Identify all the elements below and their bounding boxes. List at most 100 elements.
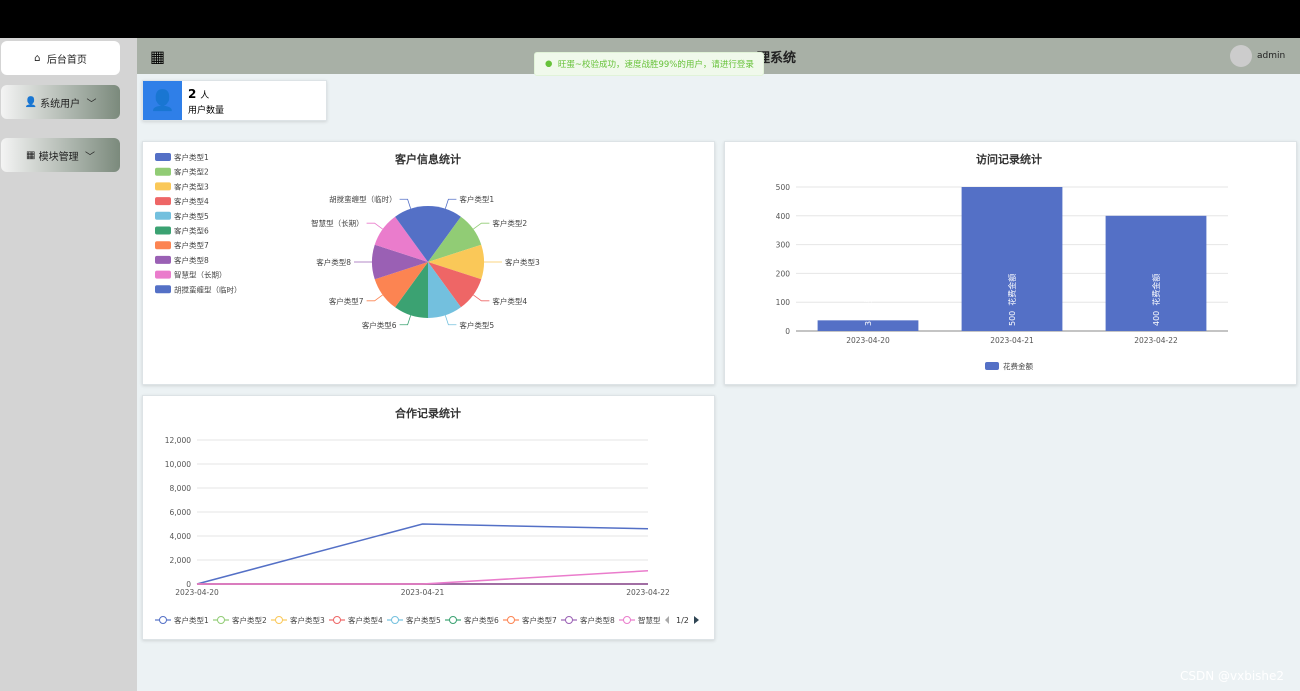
x-tick-label: 2023-04-21 xyxy=(990,336,1034,345)
bar xyxy=(961,187,1063,331)
x-tick-label: 2023-04-21 xyxy=(401,588,445,597)
legend-label: 客户类型2 xyxy=(232,615,267,625)
line-series xyxy=(197,570,649,585)
y-tick-label: 6,000 xyxy=(170,508,192,517)
nav-home[interactable]: ⌂ 后台首页 xyxy=(1,41,120,75)
y-tick-label: 500 xyxy=(776,183,791,192)
nav-users[interactable]: 👤 系统用户 ﹀ xyxy=(1,85,120,119)
pie-slice xyxy=(428,244,484,280)
x-tick-label: 2023-04-22 xyxy=(1134,336,1178,345)
pager-prev xyxy=(665,616,669,624)
y-tick-label: 2,000 xyxy=(170,556,192,565)
pie-slice xyxy=(374,216,428,262)
value-label: 500 花费金额 xyxy=(1007,274,1017,326)
legend-swatch xyxy=(155,270,171,279)
legend-swatch xyxy=(155,153,171,161)
legend-label: 胡搅蛮缠型（临时） xyxy=(174,284,242,294)
legend-pager: 1/2 xyxy=(676,616,689,625)
legend-label: 客户类型7 xyxy=(174,240,209,250)
legend-swatch xyxy=(155,255,171,264)
legend-label: 客户类型3 xyxy=(174,181,209,191)
legend-label: 客户类型5 xyxy=(174,211,209,221)
legend-label: 客户类型1 xyxy=(174,615,209,625)
legend-label: 客户类型5 xyxy=(406,615,441,625)
leader-line xyxy=(444,315,457,326)
value-label-name: 花费金额 xyxy=(1007,274,1017,306)
stat-card: 👤 2 人 用户数量 xyxy=(142,80,327,121)
leader-line xyxy=(366,294,383,302)
slice-label: 客户类型1 xyxy=(459,194,494,204)
username[interactable]: admin xyxy=(1257,51,1286,61)
menu-icon[interactable]: ▦ xyxy=(150,47,166,66)
slice-label: 智慧型（长期） xyxy=(311,218,364,228)
pie-slice xyxy=(428,262,461,318)
leader-line xyxy=(473,222,490,230)
stat-icon: 👤 xyxy=(143,81,182,120)
value-label-name: 花费金额 xyxy=(1151,274,1161,306)
legend-marker xyxy=(623,616,631,624)
chart-title: 客户信息统计 xyxy=(394,152,461,166)
toast: ● 旺蛋~校验成功，速度战胜99%的用户，请进行登录 xyxy=(534,52,764,76)
stat-value-row: 2 人 xyxy=(188,87,209,101)
leader-line xyxy=(399,315,412,326)
pie-slice xyxy=(374,262,428,308)
legend-label: 客户类型7 xyxy=(522,615,557,625)
legend-label: 客户类型4 xyxy=(348,615,383,625)
pager-next xyxy=(694,616,699,624)
value-label-number: 500 xyxy=(1008,311,1017,326)
slice-label: 客户类型2 xyxy=(492,218,527,228)
legend-label: 客户类型6 xyxy=(464,615,499,625)
line-series xyxy=(196,523,649,585)
x-tick-label: 2023-04-22 xyxy=(626,588,670,597)
legend-label: 花费金额 xyxy=(1003,361,1033,371)
legend-label: 客户类型6 xyxy=(174,226,209,236)
chart-title: 合作记录统计 xyxy=(395,406,461,420)
card xyxy=(142,395,715,640)
legend-swatch xyxy=(155,182,171,191)
legend-label: 客户类型2 xyxy=(174,167,209,177)
toast-text: 旺蛋~校验成功，速度战胜99%的用户，请进行登录 xyxy=(557,60,754,70)
top-bar xyxy=(0,0,1300,38)
legend-marker xyxy=(391,616,399,624)
legend-marker xyxy=(217,616,225,624)
pie-slice xyxy=(428,206,461,262)
value-label-name: 花费金额 xyxy=(863,279,873,311)
nav-label: 模块管理 xyxy=(38,151,79,163)
nav-modules[interactable]: ▦ 模块管理 ﹀ xyxy=(1,138,120,172)
legend-label: 客户类型3 xyxy=(290,615,325,625)
value-label-number: 37 xyxy=(864,316,873,326)
nav-label: 系统用户 xyxy=(40,98,81,110)
stat-unit: 人 xyxy=(200,91,210,101)
y-tick-label: 0 xyxy=(785,327,790,336)
x-tick-label: 2023-04-20 xyxy=(846,336,890,345)
avatar[interactable] xyxy=(1230,45,1252,67)
legend-label: 客户类型1 xyxy=(174,152,209,162)
legend-label: 客户类型4 xyxy=(174,196,209,206)
legend-swatch xyxy=(155,241,171,250)
legend-swatch xyxy=(985,362,999,370)
legend-swatch xyxy=(155,226,171,235)
legend-label: 智慧型 xyxy=(638,615,661,625)
watermark: CSDN @vxbishe2 xyxy=(1180,669,1285,683)
legend-marker xyxy=(449,616,457,624)
legend-swatch xyxy=(155,167,171,176)
legend-swatch xyxy=(155,285,171,294)
legend-label: 智慧型（长期） xyxy=(174,270,227,280)
y-tick-label: 400 xyxy=(776,212,791,221)
slice-label: 客户类型8 xyxy=(316,257,351,267)
chart-title: 访问记录统计 xyxy=(976,152,1042,166)
value-label: 37 花费金额 xyxy=(863,279,873,326)
value-label: 400 花费金额 xyxy=(1151,274,1161,326)
pie-slice xyxy=(395,262,428,318)
slice-label: 客户类型6 xyxy=(362,320,397,330)
stat-label: 用户数量 xyxy=(188,106,225,116)
slice-label: 客户类型5 xyxy=(459,320,494,330)
legend-marker xyxy=(507,616,515,624)
bar xyxy=(1105,215,1207,331)
bar xyxy=(817,320,919,331)
pie-slice xyxy=(371,244,428,280)
stat-value: 2 xyxy=(188,87,197,101)
pie-slice xyxy=(428,262,482,308)
